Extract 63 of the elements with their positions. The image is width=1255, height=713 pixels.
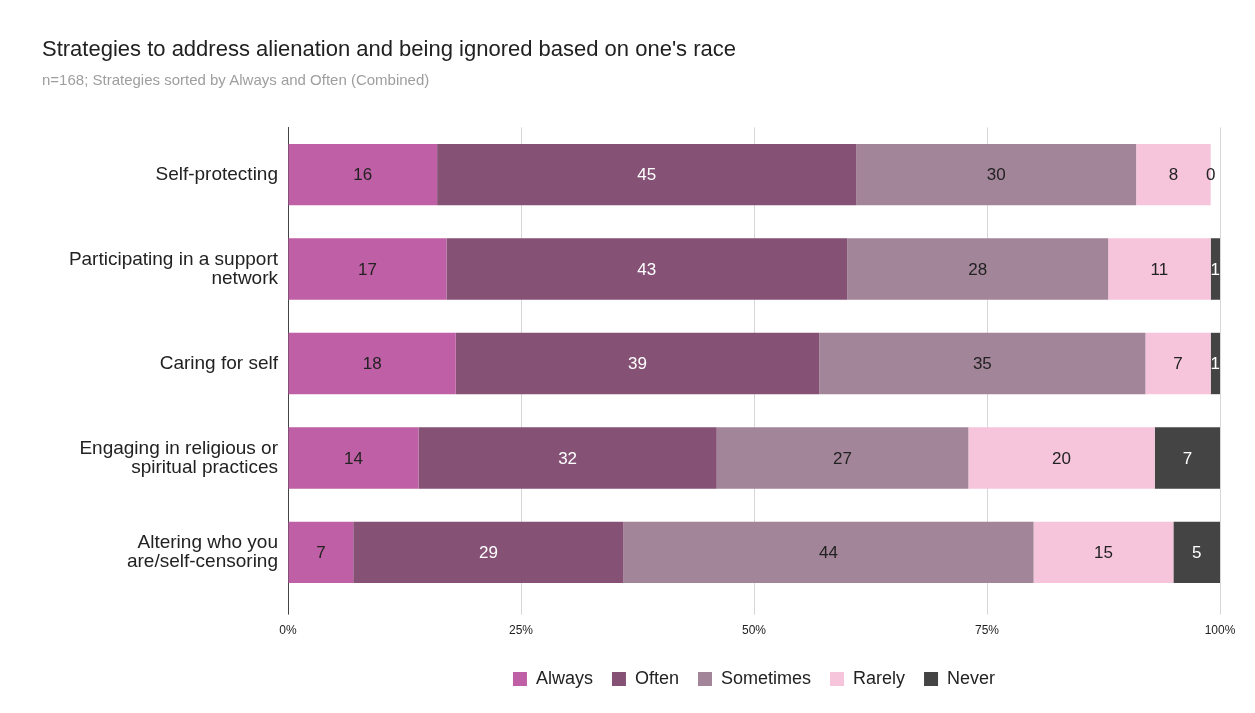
bar	[288, 143, 438, 206]
bar	[1145, 332, 1211, 395]
data-label: 18	[362, 354, 382, 374]
legend-label: Always	[535, 667, 593, 688]
bar	[1108, 238, 1211, 300]
legend-label: Often	[634, 667, 679, 688]
bar	[623, 521, 1034, 584]
bar	[1033, 521, 1174, 584]
data-label: 32	[558, 448, 578, 468]
bar	[819, 332, 1146, 395]
data-label: 16	[353, 165, 373, 185]
data-label: 30	[986, 165, 1006, 185]
data-label: 1	[1210, 354, 1221, 374]
legend-label: Sometimes	[720, 667, 812, 688]
bar	[353, 521, 624, 584]
data-label: 7	[1173, 354, 1183, 374]
data-label: 20	[1052, 448, 1072, 468]
x-tick-label: 100%	[1204, 623, 1236, 638]
legend-label: Rarely	[853, 667, 906, 688]
y-tick-label: Participating in a support network	[68, 247, 279, 288]
y-tick-label: Engaging in religious or spiritual practices	[79, 436, 279, 477]
bar	[288, 238, 447, 300]
data-label: 45	[637, 165, 657, 185]
data-label: 7	[316, 543, 326, 563]
data-label: 39	[628, 354, 647, 374]
y-tick-label: Caring for self	[159, 351, 279, 373]
data-label: 28	[968, 259, 988, 279]
data-label: 5	[1191, 543, 1202, 563]
data-label: 14	[344, 448, 363, 468]
bar	[446, 238, 848, 300]
bar	[288, 427, 419, 489]
data-label: 43	[637, 259, 657, 279]
bar	[455, 332, 820, 395]
bar	[847, 238, 1109, 300]
data-label: 7	[1182, 448, 1193, 468]
data-label: 0	[1205, 165, 1216, 185]
bar	[288, 521, 354, 584]
bar	[968, 427, 1155, 489]
bar	[716, 427, 969, 489]
x-tick-label: 75%	[974, 623, 1000, 638]
y-tick-label: Self-protecting	[155, 162, 278, 184]
data-label: 27	[833, 448, 852, 468]
bar	[1173, 521, 1220, 584]
x-tick-label: 0%	[279, 623, 297, 638]
chart-subtitle: n=168; Strategies sorted by Always and Often (Combined)	[42, 70, 430, 88]
data-label: 17	[358, 259, 377, 279]
data-label: 1	[1210, 259, 1221, 279]
data-label: 8	[1168, 165, 1179, 185]
y-tick-label: Altering who you are/self-censoring	[126, 531, 278, 572]
data-label: 29	[478, 543, 498, 563]
data-label: 44	[819, 543, 839, 563]
data-label: 11	[1150, 259, 1169, 279]
x-tick-label: 25%	[508, 623, 534, 638]
bar	[288, 332, 456, 395]
bar	[437, 143, 857, 206]
legend-label: Never	[947, 667, 996, 688]
bar	[1154, 427, 1220, 489]
data-label: 15	[1094, 543, 1113, 563]
bar	[418, 427, 717, 489]
chart-title: Strategies to address alienation and being ignored based on one's race	[42, 36, 737, 62]
bar	[856, 143, 1137, 206]
data-label: 35	[972, 354, 992, 374]
x-tick-label: 50%	[741, 623, 767, 638]
